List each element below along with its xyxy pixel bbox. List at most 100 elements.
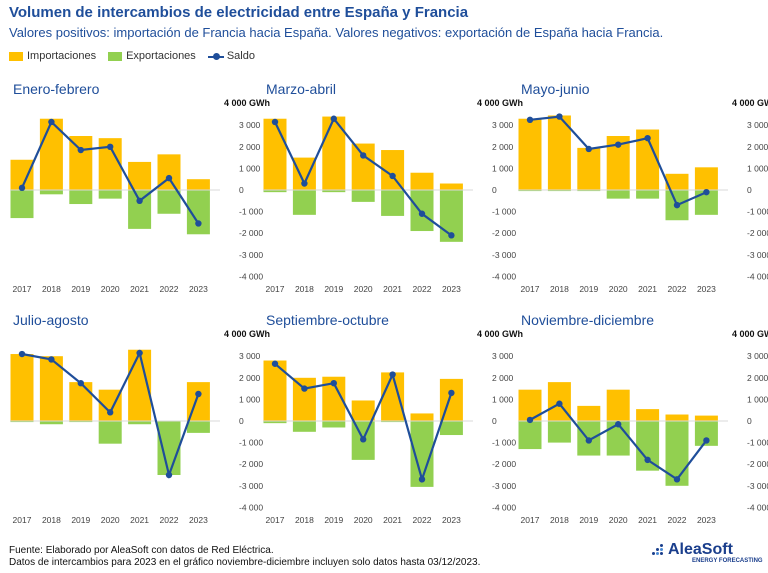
y-tick-label: -2 000 bbox=[747, 459, 768, 469]
bar-importaciones bbox=[577, 147, 601, 190]
bar-exportaciones bbox=[10, 190, 34, 219]
saldo-point bbox=[136, 349, 143, 357]
x-tick-label: 2020 bbox=[354, 284, 373, 294]
bar-exportaciones bbox=[157, 421, 181, 475]
bar-exportaciones bbox=[547, 190, 571, 192]
bar-exportaciones bbox=[606, 190, 630, 199]
bar-exportaciones bbox=[381, 190, 405, 216]
y-tick-label: 3 000 bbox=[747, 351, 768, 361]
saldo-point bbox=[107, 143, 114, 150]
y-tick-label: -2 000 bbox=[239, 228, 263, 238]
x-tick-label: 2022 bbox=[413, 515, 432, 525]
bar-importaciones bbox=[381, 372, 405, 421]
bar-importaciones bbox=[128, 349, 152, 421]
y-tick-label: 3 000 bbox=[492, 120, 514, 130]
x-tick-label: 2023 bbox=[189, 515, 208, 525]
bar-importaciones bbox=[263, 360, 287, 421]
bar-exportaciones bbox=[186, 421, 210, 433]
x-tick-label: 2018 bbox=[295, 284, 314, 294]
y-tick-label: 0 bbox=[239, 416, 244, 426]
bar-importaciones bbox=[39, 356, 63, 421]
bar-importaciones bbox=[606, 136, 630, 190]
x-tick-label: 2018 bbox=[550, 515, 569, 525]
y-tick-label: -2 000 bbox=[747, 228, 768, 238]
saldo-point bbox=[615, 141, 622, 148]
x-tick-label: 2019 bbox=[579, 515, 598, 525]
saldo-point bbox=[360, 152, 367, 159]
y-tick-label: 1 000 bbox=[747, 394, 768, 404]
saldo-point bbox=[107, 409, 114, 416]
x-tick-label: 2017 bbox=[266, 515, 285, 525]
saldo-point bbox=[48, 118, 55, 126]
saldo-point bbox=[360, 436, 367, 443]
x-tick-label: 2019 bbox=[579, 284, 598, 294]
bar-exportaciones bbox=[439, 421, 463, 436]
bar-exportaciones bbox=[322, 421, 346, 428]
x-tick-label: 2018 bbox=[550, 284, 569, 294]
y-tick-label: -1 000 bbox=[492, 438, 516, 448]
page-subtitle: Valores positivos: importación de Franci… bbox=[9, 25, 664, 40]
chart-title: Enero-febrero bbox=[13, 81, 100, 97]
x-tick-label: 2017 bbox=[521, 284, 540, 294]
y-tick-label: 3 000 bbox=[492, 351, 514, 361]
bar-exportaciones bbox=[410, 421, 434, 487]
bar-importaciones bbox=[518, 118, 542, 190]
y-tick-label: 2 000 bbox=[492, 373, 514, 383]
legend-swatch-exportaciones bbox=[108, 51, 123, 61]
bar-importaciones bbox=[351, 400, 375, 421]
x-tick-label: 2020 bbox=[101, 515, 120, 525]
bar-exportaciones bbox=[98, 190, 122, 199]
chart-panel-3: Mayo-junio 4 000 GWh 3 000 2 000 1 000 0 -1 00… bbox=[518, 81, 768, 294]
y-tick-label: -3 000 bbox=[747, 250, 768, 260]
legend-label-saldo: Saldo bbox=[226, 50, 255, 62]
bar-exportaciones bbox=[263, 190, 287, 193]
saldo-point bbox=[556, 400, 563, 407]
chart-title: Marzo-abril bbox=[266, 81, 336, 97]
bar-importaciones bbox=[665, 173, 689, 190]
bar-exportaciones bbox=[292, 190, 316, 215]
legend-swatch-importaciones bbox=[9, 51, 23, 61]
saldo-point bbox=[195, 220, 202, 227]
chart-panel-1: Enero-febrero 4 000 GWh 3 000 2 000 1 000 0 -1… bbox=[10, 81, 270, 294]
bar-exportaciones bbox=[351, 190, 375, 202]
saldo-point bbox=[526, 116, 534, 124]
saldo-point bbox=[526, 416, 534, 424]
bar-importaciones bbox=[157, 154, 181, 190]
bar-exportaciones bbox=[128, 421, 152, 425]
saldo-point bbox=[18, 184, 26, 192]
bar-importaciones bbox=[410, 413, 434, 421]
y-tick-label: 0 bbox=[747, 185, 752, 195]
chart-unit-label: 4 000 GWh bbox=[477, 329, 523, 339]
footnote-source: Fuente: Elaborado por AleaSoft con datos… bbox=[9, 545, 274, 556]
saldo-point bbox=[271, 118, 279, 126]
bar-exportaciones bbox=[69, 190, 93, 205]
y-tick-label: -2 000 bbox=[492, 228, 516, 238]
saldo-point bbox=[556, 113, 563, 120]
bar-exportaciones bbox=[10, 421, 34, 423]
y-tick-label: 0 bbox=[492, 416, 497, 426]
legend-item-exportaciones: Exportaciones bbox=[108, 50, 196, 62]
x-tick-label: 2022 bbox=[668, 284, 687, 294]
bar-importaciones bbox=[186, 179, 210, 190]
bar-exportaciones bbox=[39, 190, 63, 195]
saldo-point bbox=[77, 146, 85, 154]
chart-unit-label: 4 000 GWh bbox=[477, 98, 523, 108]
saldo-point bbox=[585, 437, 592, 444]
saldo-point bbox=[615, 421, 622, 428]
x-tick-label: 2022 bbox=[160, 515, 179, 525]
bar-exportaciones bbox=[69, 421, 93, 423]
bar-exportaciones bbox=[157, 190, 181, 214]
chart-panel-4: Julio-agosto 4 000 GWh 3 000 2 000 1 000 0 -1 … bbox=[10, 312, 270, 525]
chart-title: Noviembre-diciembre bbox=[521, 312, 654, 328]
bar-exportaciones bbox=[636, 421, 660, 471]
saldo-point bbox=[644, 134, 651, 142]
bar-exportaciones bbox=[381, 421, 405, 423]
x-tick-label: 2019 bbox=[71, 515, 90, 525]
bar-importaciones bbox=[98, 389, 122, 421]
y-tick-label: -1 000 bbox=[239, 438, 263, 448]
x-tick-label: 2020 bbox=[609, 515, 628, 525]
chart-unit-label: 4 000 GWh bbox=[732, 329, 768, 339]
saldo-point bbox=[330, 115, 337, 122]
bar-importaciones bbox=[69, 136, 93, 190]
chart-panel-6: Noviembre-diciembre 4 000 GWh 3 000 2 000 1 … bbox=[518, 312, 768, 525]
